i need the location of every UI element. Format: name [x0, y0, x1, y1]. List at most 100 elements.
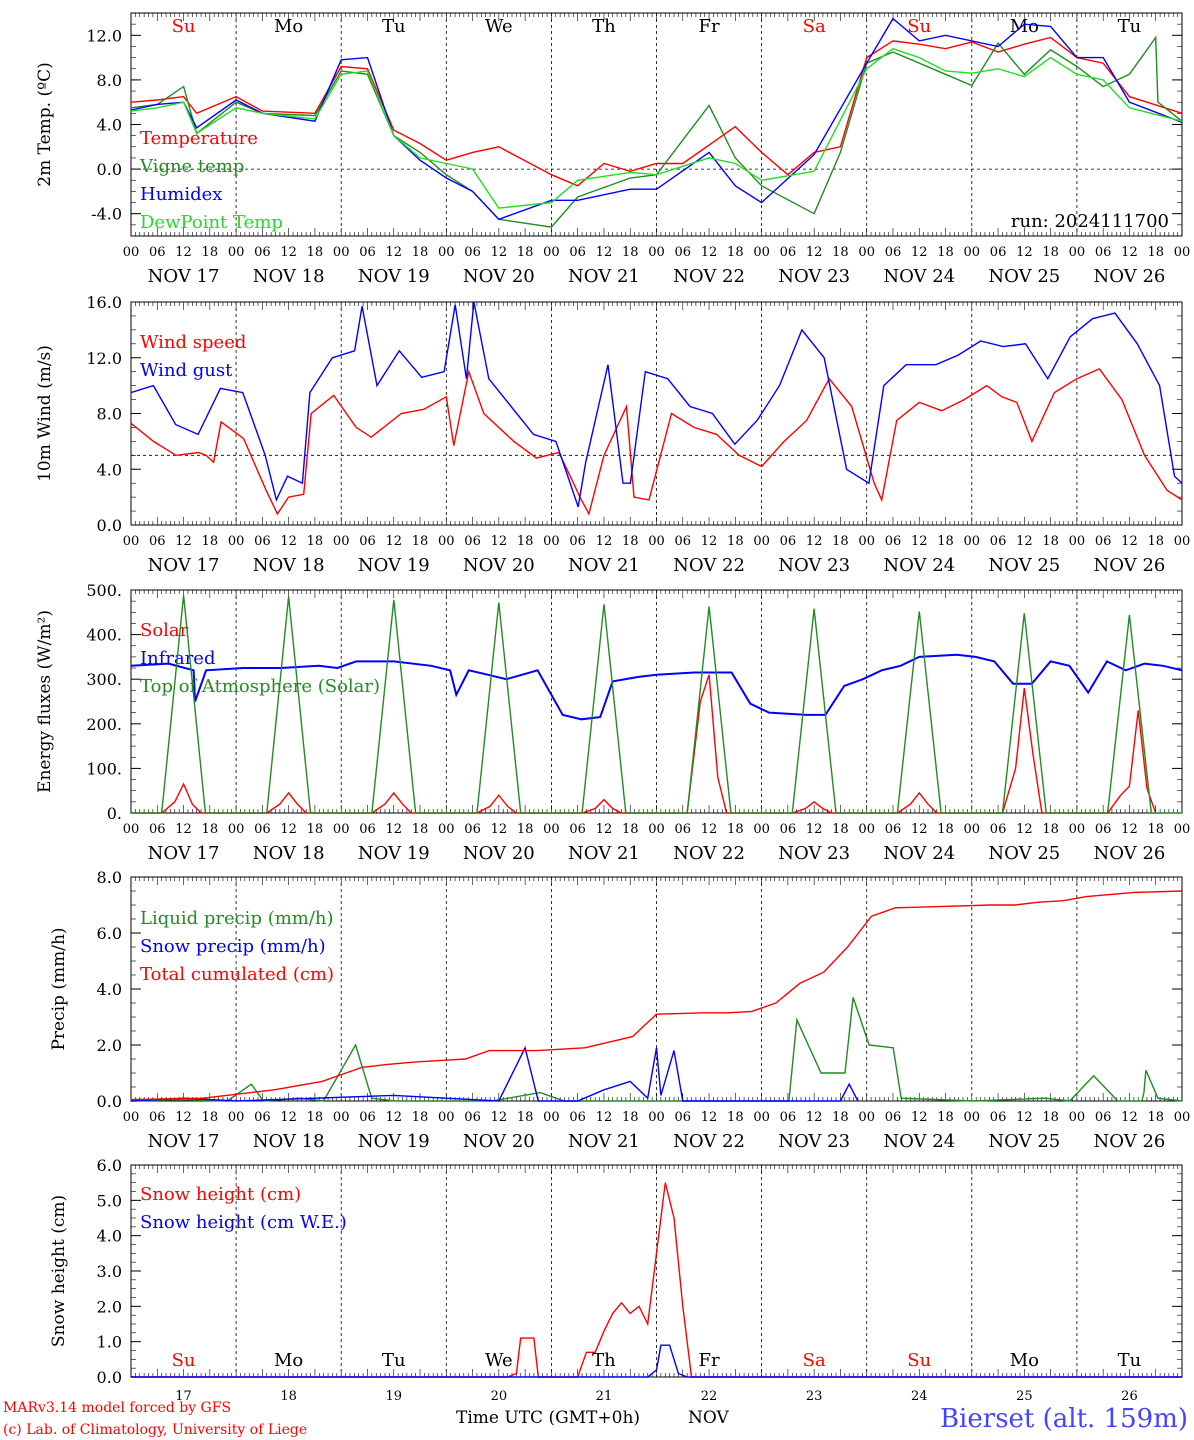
x-hour-label: 00 [648, 245, 665, 260]
x-hour-label: 18 [202, 1110, 219, 1125]
series-line-dewpoint-temp [130, 47, 1183, 209]
y-tick-label: 8.0 [97, 868, 122, 887]
x-date-label: NOV 17 [148, 1131, 220, 1152]
y-tick-label: 400. [86, 626, 122, 645]
x-hour-label: 00 [858, 534, 875, 549]
x-hour-label: 12 [385, 245, 402, 260]
x-day-number: 20 [491, 1389, 508, 1404]
y-axis-label: Snow height (cm) [49, 1195, 69, 1347]
x-hour-label: 00 [1069, 1110, 1086, 1125]
x-hour-label: 18 [202, 822, 219, 837]
weekday-label: Mo [1010, 16, 1039, 37]
x-hour-label: 18 [412, 1110, 429, 1125]
x-hour-label: 06 [359, 534, 376, 549]
x-hour-label: 06 [359, 1110, 376, 1125]
x-date-label: NOV 20 [463, 1131, 535, 1152]
x-date-label: NOV 17 [148, 266, 220, 287]
panels: -4.0 0.0 4.0 8.0 12.0 2m Temp. (ºC) 00 06 12 18 NO… [35, 12, 1190, 1404]
x-hour-label: 12 [385, 1110, 402, 1125]
weekday-label: We [485, 16, 513, 37]
x-hour-label: 06 [359, 245, 376, 260]
x-hour-label: 06 [254, 245, 271, 260]
y-tick-label: 100. [86, 759, 122, 778]
x-date-label: NOV 19 [358, 1131, 430, 1152]
y-axis-label: Energy fluxes (W/m²) [35, 610, 55, 793]
x-hour-label: 18 [1042, 245, 1059, 260]
weekday-label: Mo [1010, 1350, 1039, 1371]
x-hour-label: 18 [1147, 1110, 1164, 1125]
y-tick-label: 6.0 [97, 924, 122, 943]
x-hour-label: 00 [1069, 534, 1086, 549]
x-date-label: NOV 20 [463, 555, 535, 576]
x-date-label: NOV 22 [673, 266, 745, 287]
y-tick-label: 12.0 [86, 349, 122, 368]
x-hour-label: 18 [937, 822, 954, 837]
x-axis-month: NOV [688, 1408, 730, 1428]
x-hour-label: 06 [254, 1110, 271, 1125]
x-date-label: NOV 22 [673, 1131, 745, 1152]
x-hour-label: 18 [307, 534, 324, 549]
weekday-label: Sa [803, 1350, 826, 1371]
x-hour-label: 06 [1095, 822, 1112, 837]
series-line-wind-gust [130, 301, 1183, 508]
panel-1: -4.0 0.0 4.0 8.0 12.0 2m Temp. (ºC) 00 06 12 18 NO… [35, 12, 1190, 287]
x-date-label: NOV 22 [673, 843, 745, 864]
y-tick-label: 200. [86, 715, 122, 734]
legend-entry: Total cumulated (cm) [140, 964, 334, 985]
x-hour-label: 18 [832, 1110, 849, 1125]
x-date-label: NOV 25 [988, 1131, 1060, 1152]
series-line-temperature [130, 36, 1183, 187]
series-line-snow-height-cm- [131, 1182, 1182, 1378]
x-date-label: NOV 22 [673, 555, 745, 576]
x-hour-label: 00 [753, 534, 770, 549]
x-hour-label: 00 [333, 1110, 350, 1125]
x-hour-label: 18 [307, 822, 324, 837]
x-date-label: NOV 23 [778, 266, 850, 287]
x-hour-label: 00 [333, 245, 350, 260]
x-hour-label: 18 [517, 822, 534, 837]
x-day-number: 17 [175, 1389, 192, 1404]
x-hour-label: 00 [333, 822, 350, 837]
x-hour-label: 06 [990, 245, 1007, 260]
series-line-snow-precip-mm-h- [130, 1045, 859, 1102]
x-hour-label: 00 [228, 534, 245, 549]
x-hour-label: 06 [885, 1110, 902, 1125]
x-hour-label: 06 [464, 1110, 481, 1125]
x-hour-label: 00 [543, 822, 560, 837]
x-hour-label: 00 [543, 245, 560, 260]
x-hour-label: 18 [307, 1110, 324, 1125]
x-hour-label: 12 [1016, 822, 1033, 837]
x-date-label: NOV 21 [568, 266, 640, 287]
weekday-label: We [485, 1350, 513, 1371]
y-tick-label: 8.0 [97, 405, 122, 424]
x-hour-label: 12 [491, 534, 508, 549]
y-axis-label: 10m Wind (m/s) [35, 345, 55, 482]
x-hour-label: 00 [753, 1110, 770, 1125]
x-hour-label: 18 [727, 822, 744, 837]
series-line-vigne-temp [130, 35, 1183, 228]
y-tick-label: 0.0 [97, 516, 122, 535]
x-hour-label: 00 [964, 822, 981, 837]
x-hour-label: 06 [1095, 1110, 1112, 1125]
legend-entry: Wind speed [140, 332, 246, 353]
series-line-top-of-atmosphere-solar- [131, 595, 1182, 814]
x-hour-label: 06 [1095, 245, 1112, 260]
y-tick-label: 16.0 [86, 293, 122, 312]
x-day-number: 19 [385, 1389, 402, 1404]
y-tick-label: 5.0 [97, 1191, 122, 1210]
y-tick-label: 8.0 [97, 71, 122, 90]
weekday-label: Fr [699, 1350, 720, 1371]
weekday-label: Tu [1118, 16, 1142, 37]
x-hour-label: 12 [1016, 534, 1033, 549]
legend-entry: Top of Atmosphere (Solar) [140, 676, 380, 697]
x-hour-label: 12 [385, 534, 402, 549]
x-hour-label: 12 [175, 1110, 192, 1125]
x-hour-label: 12 [280, 1110, 297, 1125]
y-tick-label: 2.0 [97, 1036, 122, 1055]
x-hour-label: 12 [911, 1110, 928, 1125]
series-line-infrared [130, 653, 1183, 721]
y-tick-label: 6.0 [97, 1156, 122, 1175]
x-hour-label: 18 [937, 245, 954, 260]
x-hour-label: 12 [806, 1110, 823, 1125]
